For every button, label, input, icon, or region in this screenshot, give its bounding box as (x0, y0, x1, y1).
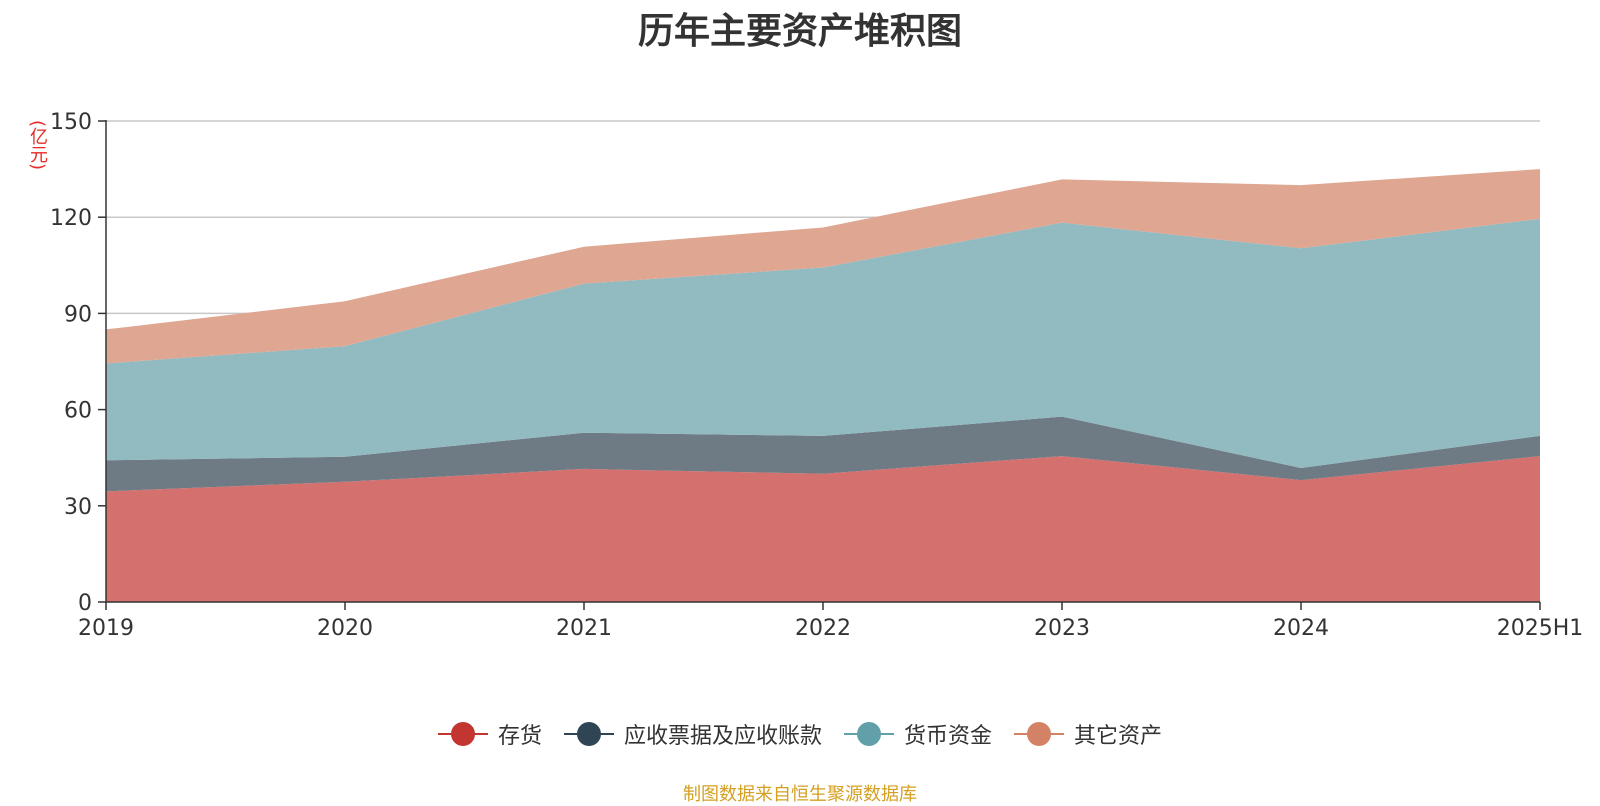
legend-marker (563, 722, 614, 746)
legend-label: 存货 (497, 724, 542, 749)
legend-marker-dot (1027, 722, 1052, 746)
legend-label: 应收票据及应收账款 (623, 724, 822, 749)
legend-marker-dot (576, 722, 601, 746)
series-area-1 (106, 416, 1540, 492)
legend-item-0[interactable]: 存货 (437, 718, 542, 750)
x-tick-label: 2021 (556, 616, 612, 641)
legend-item-2[interactable]: 货币资金 (844, 718, 992, 750)
chart-title: 历年主要资产堆积图 (637, 11, 962, 52)
tick-labels: 0 30 60 90 120 150 2019 2020 2021 2022 2023 2024 202… (50, 110, 1583, 641)
y-tick-label: 120 (50, 206, 92, 231)
y-axis-unit: (亿元) (27, 120, 48, 171)
y-tick-label: 60 (64, 399, 92, 424)
y-tick-label: 150 (50, 110, 92, 135)
legend-marker-dot (450, 722, 475, 746)
legend-marker (844, 722, 894, 746)
series-area-3 (106, 169, 1540, 364)
legend: 存货 应收票据及应收账款 货币资金 其它资产 (0, 718, 1600, 750)
y-tick-label: 0 (78, 591, 92, 616)
legend-marker-dot (857, 722, 881, 746)
y-tick-label: 90 (64, 302, 92, 327)
x-tick-label: 2020 (317, 616, 373, 641)
legend-marker (1014, 722, 1065, 746)
legend-marker (437, 722, 488, 746)
x-tick-label: 2024 (1273, 616, 1329, 641)
legend-label: 货币资金 (904, 724, 993, 749)
x-tick-label: 2022 (795, 616, 851, 641)
legend-label: 其它资产 (1074, 724, 1163, 749)
axes (98, 120, 1541, 610)
legend-item-3[interactable]: 其它资产 (1014, 718, 1162, 750)
x-tick-label: 2019 (78, 616, 134, 641)
data-source-note: 制图数据来自恒生聚源数据库 (683, 784, 917, 805)
y-tick-label: 30 (64, 495, 92, 520)
x-tick-label: 2025H1 (1497, 616, 1584, 641)
x-tick-label: 2023 (1034, 616, 1090, 641)
series-areas (106, 169, 1540, 602)
legend-item-1[interactable]: 应收票据及应收账款 (563, 718, 822, 750)
series-area-0 (106, 456, 1540, 602)
series-area-2 (106, 218, 1540, 468)
